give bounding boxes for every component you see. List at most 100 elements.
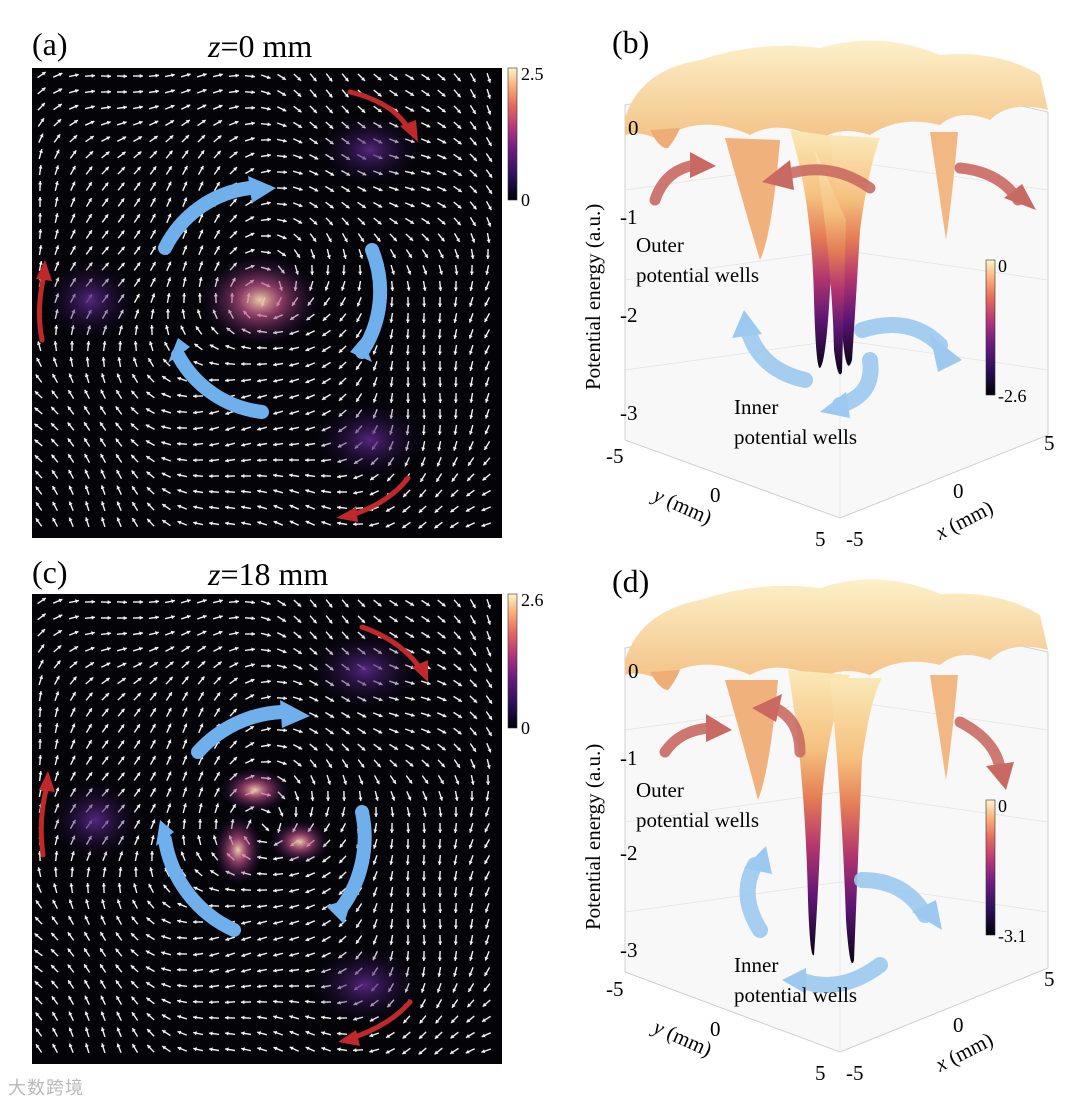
field-arrowhead [468, 988, 472, 992]
field-arrowhead [267, 137, 271, 142]
field-arrowhead [68, 995, 72, 1000]
field-arrowhead [155, 599, 159, 604]
field-arrowhead [225, 1031, 229, 1036]
field-arrowhead [68, 899, 73, 904]
field-arrowhead [418, 524, 423, 529]
field-arrowhead [84, 469, 89, 474]
field-arrowhead [403, 493, 407, 497]
field-arrowhead [410, 729, 415, 734]
field-arrowhead [438, 829, 443, 833]
field-arrowhead [105, 151, 110, 156]
field-arrowhead [273, 921, 278, 925]
field-arrowhead [305, 1046, 310, 1051]
field-arrowhead [123, 89, 127, 94]
panel-b-xtick-0: -5 [846, 527, 864, 551]
field-arrowhead [405, 957, 410, 961]
field-arrowhead [338, 348, 343, 353]
panel-d-ztick-2: -2 [620, 841, 638, 865]
field-arrowhead [84, 979, 88, 984]
field-arrowhead [453, 941, 458, 945]
panel-d-inner-arrowheads [744, 846, 942, 994]
field-arrowhead [467, 477, 471, 481]
field-arrowhead [322, 364, 326, 368]
field-arrowhead [408, 253, 412, 258]
field-arrowhead [453, 335, 458, 339]
field-arrowhead [193, 936, 197, 941]
field-arrowhead [131, 916, 136, 921]
field-arrowhead [487, 748, 492, 753]
field-arrowhead [40, 644, 45, 649]
field-arrowhead [36, 357, 41, 362]
field-arrowhead [214, 819, 219, 823]
field-arrowhead [439, 796, 444, 801]
field-arrowhead [426, 171, 431, 175]
panel-b-ztick-0: 0 [628, 116, 639, 140]
field-arrowhead [51, 980, 56, 985]
field-arrowhead [200, 165, 204, 170]
field-arrowhead [426, 203, 431, 208]
field-arrowhead [470, 255, 475, 259]
field-arrowhead [209, 505, 213, 510]
field-arrowhead [167, 787, 172, 792]
field-arrowhead [389, 383, 394, 387]
field-arrowhead [257, 984, 261, 989]
field-arrowhead [116, 915, 120, 920]
field-arrowhead [406, 909, 411, 913]
field-arrowhead [359, 254, 364, 259]
field-arrowhead [297, 634, 302, 639]
field-arrowhead [482, 476, 487, 481]
field-arrowhead [145, 440, 150, 444]
field-arrowhead [215, 261, 220, 266]
field-arrowhead [267, 679, 271, 684]
field-arrowhead [251, 631, 255, 636]
field-arrowhead [184, 150, 189, 155]
field-arrowhead [394, 746, 398, 750]
field-arrowhead [453, 415, 458, 419]
field-arrowhead [151, 739, 156, 744]
field-arrowhead [89, 677, 94, 682]
field-arrowhead [100, 980, 104, 984]
field-arrowhead [488, 157, 492, 162]
field-arrowhead [337, 1047, 341, 1052]
panel-b-surface-top [625, 40, 1048, 140]
field-arrowhead [161, 982, 166, 987]
field-arrowhead [484, 366, 489, 371]
field-arrowhead [193, 473, 197, 478]
field-arrowhead [321, 412, 326, 416]
field-arrowhead [84, 406, 88, 411]
field-arrowhead [131, 981, 135, 985]
field-arrowhead [117, 357, 122, 361]
field-arrowhead [104, 772, 109, 777]
field-arrowhead [193, 919, 197, 924]
field-arrowhead [273, 426, 277, 431]
field-arrowhead [67, 438, 72, 443]
field-arrowhead [134, 851, 139, 855]
field-arrowhead [139, 615, 143, 620]
field-arrowhead [121, 678, 126, 682]
field-arrowhead [341, 271, 346, 275]
field-arrowhead [123, 105, 127, 110]
field-arrowhead [296, 253, 300, 258]
field-arrowhead [167, 755, 172, 760]
field-arrowhead [469, 350, 473, 355]
field-arrowhead [456, 93, 461, 98]
field-arrowhead [441, 124, 446, 128]
field-arrowhead [138, 136, 142, 140]
field-arrowhead [389, 941, 394, 945]
field-arrowhead [372, 924, 377, 929]
field-arrowhead [38, 213, 43, 217]
field-arrowhead [91, 615, 95, 620]
panel-d-zlabel: Potential energy (a.u.) [581, 744, 605, 930]
field-arrowhead [35, 917, 39, 921]
field-arrowhead [241, 458, 245, 463]
field-arrowhead [167, 277, 172, 282]
field-arrowhead [305, 411, 310, 416]
panel-b-xlabel: x (mm) [930, 495, 996, 545]
field-arrowhead [282, 649, 287, 654]
field-arrowhead [177, 376, 182, 381]
field-arrowhead [372, 398, 377, 403]
field-arrowhead [120, 262, 125, 267]
field-arrowhead [453, 829, 458, 833]
field-arrowhead [373, 829, 378, 833]
field-arrowhead [313, 124, 318, 129]
